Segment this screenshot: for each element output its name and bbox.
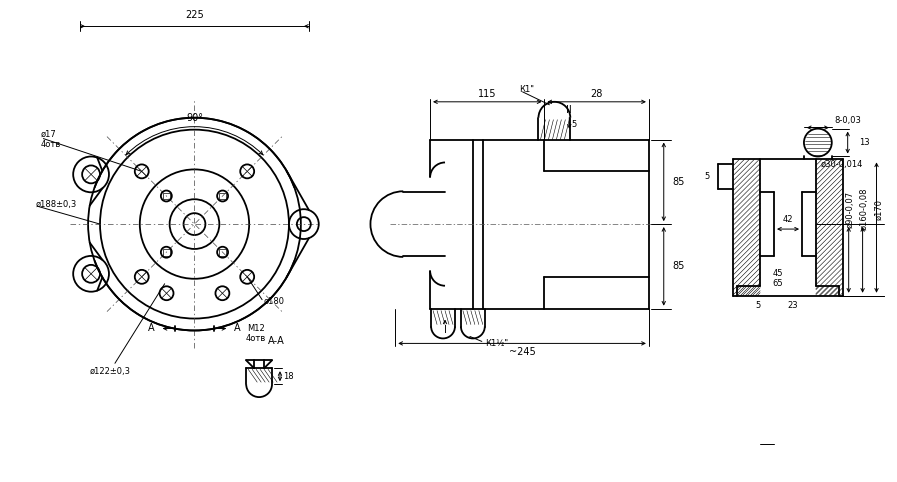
Text: ø180: ø180 <box>264 297 285 306</box>
Text: 4отв: 4отв <box>40 140 61 149</box>
Text: 65: 65 <box>773 279 783 288</box>
Text: 28: 28 <box>590 89 603 99</box>
Text: 5: 5 <box>571 120 577 129</box>
Text: 42: 42 <box>783 214 793 224</box>
Text: ~245: ~245 <box>509 348 536 357</box>
Text: К1": К1" <box>519 85 535 94</box>
Bar <box>219 249 226 255</box>
Text: ø17: ø17 <box>40 130 57 139</box>
Text: 85: 85 <box>673 261 685 271</box>
Text: ø160-0,08: ø160-0,08 <box>860 188 869 230</box>
Text: 13: 13 <box>858 138 869 147</box>
Text: ø170: ø170 <box>874 199 883 220</box>
Text: 45: 45 <box>773 269 783 278</box>
Bar <box>219 193 226 199</box>
Text: M12: M12 <box>248 324 265 333</box>
Text: ø188±0,3: ø188±0,3 <box>35 200 76 209</box>
Text: II: II <box>566 105 572 115</box>
Text: 5: 5 <box>704 172 710 181</box>
Text: I: I <box>444 325 447 335</box>
Text: 85: 85 <box>673 177 685 187</box>
Text: А: А <box>148 323 154 334</box>
Text: ø30-0,014: ø30-0,014 <box>821 160 863 169</box>
Bar <box>163 193 170 199</box>
Bar <box>163 249 170 255</box>
Text: 23: 23 <box>788 301 798 310</box>
Text: 5: 5 <box>755 301 761 310</box>
Text: К1½": К1½" <box>484 339 508 348</box>
Text: ø122±0,3: ø122±0,3 <box>90 367 131 376</box>
Text: А: А <box>234 323 241 334</box>
Text: А-А: А-А <box>267 336 284 347</box>
Text: 90°: 90° <box>186 113 203 123</box>
Text: ø90-0,07: ø90-0,07 <box>846 190 855 228</box>
Text: 8-0,03: 8-0,03 <box>835 116 862 125</box>
Text: 225: 225 <box>185 10 204 20</box>
Text: 115: 115 <box>478 89 497 99</box>
Text: 18: 18 <box>283 372 293 381</box>
Text: 4отв: 4отв <box>246 334 266 343</box>
